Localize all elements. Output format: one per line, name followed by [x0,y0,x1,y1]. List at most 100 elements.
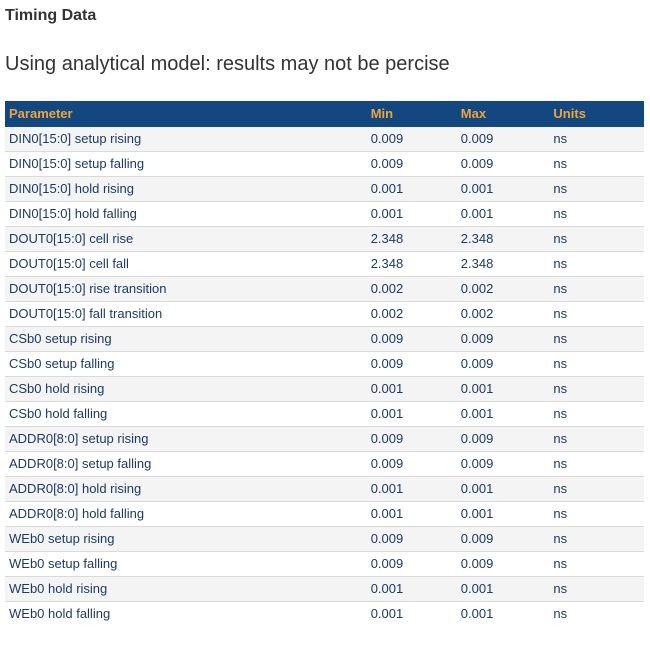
cell-units: ns [549,351,644,377]
cell-parameter: DOUT0[15:0] cell fall [5,251,367,277]
table-row: ADDR0[8:0] hold rising 0.001 0.001 ns [5,476,644,502]
cell-min: 0.002 [366,276,457,302]
cell-parameter: WEb0 hold rising [5,576,367,602]
cell-max: 0.009 [456,451,550,477]
cell-units: ns [549,376,644,402]
cell-max: 0.009 [456,126,550,152]
cell-parameter: DOUT0[15:0] fall transition [5,301,367,327]
page-title: Timing Data [5,7,97,24]
header-row: Parameter Min Max Units [5,101,644,127]
column-header-parameter: Parameter [5,101,367,127]
table-row: DIN0[15:0] setup rising 0.009 0.009 ns [5,126,644,152]
cell-units: ns [549,301,644,327]
cell-parameter: CSb0 setup rising [5,326,367,352]
cell-max: 0.001 [456,601,550,626]
cell-min: 0.009 [366,326,457,352]
table-row: WEb0 hold falling 0.001 0.001 ns [5,601,644,626]
cell-min: 0.009 [366,126,457,152]
cell-parameter: WEb0 setup rising [5,526,367,552]
table-row: CSb0 hold falling 0.001 0.001 ns [5,401,644,427]
cell-units: ns [549,226,644,252]
cell-max: 0.001 [456,376,550,402]
table-row: CSb0 setup falling 0.009 0.009 ns [5,351,644,377]
cell-units: ns [549,251,644,277]
cell-min: 0.001 [366,201,457,227]
cell-min: 0.001 [366,376,457,402]
table-row: ADDR0[8:0] hold falling 0.001 0.001 ns [5,501,644,527]
table-row: DOUT0[15:0] cell fall 2.348 2.348 ns [5,251,644,277]
cell-max: 0.001 [456,476,550,502]
column-header-max: Max [456,101,550,127]
cell-max: 0.009 [456,151,550,177]
cell-max: 0.001 [456,176,550,202]
cell-parameter: DIN0[15:0] hold falling [5,201,367,227]
cell-min: 0.001 [366,401,457,427]
cell-units: ns [549,451,644,477]
timing-table-header: Parameter Min Max Units [5,101,644,127]
cell-max: 0.001 [456,201,550,227]
cell-min: 0.009 [366,351,457,377]
cell-units: ns [549,476,644,502]
cell-max: 0.009 [456,426,550,452]
table-row: WEb0 setup rising 0.009 0.009 ns [5,526,644,552]
cell-units: ns [549,201,644,227]
cell-units: ns [549,601,644,626]
cell-min: 0.009 [366,151,457,177]
table-row: ADDR0[8:0] setup falling 0.009 0.009 ns [5,451,644,477]
cell-parameter: DOUT0[15:0] rise transition [5,276,367,302]
table-row: DIN0[15:0] setup falling 0.009 0.009 ns [5,151,644,177]
cell-min: 0.001 [366,176,457,202]
cell-parameter: WEb0 hold falling [5,601,367,626]
cell-parameter: ADDR0[8:0] setup falling [5,451,367,477]
analytical-model-note: Using analytical model: results may not … [5,53,450,75]
table-row: ADDR0[8:0] setup rising 0.009 0.009 ns [5,426,644,452]
timing-table-body: DIN0[15:0] setup rising 0.009 0.009 ns DIN0[… [5,126,644,626]
cell-parameter: DIN0[15:0] setup rising [5,126,367,152]
cell-max: 0.001 [456,401,550,427]
cell-units: ns [549,126,644,152]
cell-max: 0.009 [456,326,550,352]
cell-parameter: DIN0[15:0] hold rising [5,176,367,202]
cell-min: 0.009 [366,426,457,452]
table-row: CSb0 hold rising 0.001 0.001 ns [5,376,644,402]
cell-min: 0.009 [366,451,457,477]
column-header-units: Units [549,101,644,127]
cell-units: ns [549,576,644,602]
table-row: DOUT0[15:0] rise transition 0.002 0.002 ns [5,276,644,302]
cell-max: 0.009 [456,526,550,552]
cell-units: ns [549,426,644,452]
cell-parameter: DOUT0[15:0] cell rise [5,226,367,252]
cell-units: ns [549,176,644,202]
cell-min: 2.348 [366,226,457,252]
cell-max: 0.002 [456,276,550,302]
cell-parameter: WEb0 setup falling [5,551,367,577]
cell-min: 2.348 [366,251,457,277]
table-row: CSb0 setup rising 0.009 0.009 ns [5,326,644,352]
cell-max: 0.009 [456,351,550,377]
cell-min: 0.009 [366,551,457,577]
cell-parameter: CSb0 setup falling [5,351,367,377]
cell-min: 0.001 [366,501,457,527]
cell-max: 0.002 [456,301,550,327]
cell-units: ns [549,526,644,552]
table-row: WEb0 hold rising 0.001 0.001 ns [5,576,644,602]
timing-table: Parameter Min Max Units DIN0[15:0] setup… [5,101,644,626]
cell-units: ns [549,326,644,352]
cell-max: 2.348 [456,251,550,277]
cell-min: 0.009 [366,526,457,552]
table-row: DIN0[15:0] hold falling 0.001 0.001 ns [5,201,644,227]
cell-units: ns [549,551,644,577]
cell-max: 0.009 [456,551,550,577]
cell-min: 0.002 [366,301,457,327]
cell-parameter: ADDR0[8:0] hold rising [5,476,367,502]
cell-min: 0.001 [366,476,457,502]
cell-max: 0.001 [456,501,550,527]
cell-max: 2.348 [456,226,550,252]
cell-units: ns [549,401,644,427]
table-row: WEb0 setup falling 0.009 0.009 ns [5,551,644,577]
cell-parameter: ADDR0[8:0] hold falling [5,501,367,527]
column-header-min: Min [366,101,457,127]
cell-parameter: DIN0[15:0] setup falling [5,151,367,177]
cell-parameter: CSb0 hold falling [5,401,367,427]
cell-units: ns [549,276,644,302]
